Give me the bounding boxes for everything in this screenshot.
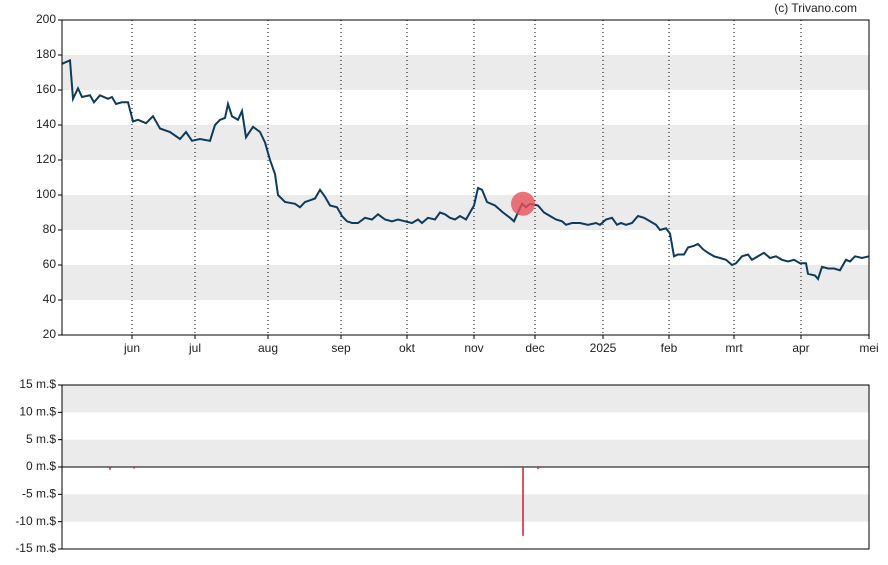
y-tick-label: -15 m.$ <box>15 541 56 555</box>
y-tick-label: 15 m.$ <box>19 377 56 391</box>
band <box>62 265 869 300</box>
price-line <box>61 58 870 281</box>
y-tick-label: 10 m.$ <box>19 405 56 419</box>
y-tick-label: 180 <box>36 47 56 61</box>
x-tick-label: okt <box>399 341 416 355</box>
y-tick-label: 140 <box>36 117 56 131</box>
x-tick-label: aug <box>258 341 278 355</box>
y-tick-label: 40 <box>43 292 57 306</box>
x-tick-label: mei <box>859 341 878 355</box>
y-tick-label: 60 <box>43 257 57 271</box>
band <box>62 439 869 467</box>
band <box>62 125 869 160</box>
x-tick-label: 2025 <box>590 341 617 355</box>
x-tick-label: jul <box>188 341 201 355</box>
band <box>62 385 869 413</box>
plot-frame <box>61 384 870 550</box>
y-tick-label: 5 m.$ <box>26 432 56 446</box>
band <box>62 195 869 230</box>
y-tick-label: -10 m.$ <box>15 514 56 528</box>
y-tick-label: 0 m.$ <box>26 459 56 473</box>
y-tick-label: 160 <box>36 82 56 96</box>
highlight-marker <box>511 191 535 216</box>
x-tick-label: apr <box>792 341 809 355</box>
credit: (c) Trivano.com <box>774 1 857 15</box>
x-tick-label: feb <box>661 341 678 355</box>
y-tick-label: 100 <box>36 187 56 201</box>
y-tick-label: 80 <box>43 222 57 236</box>
x-tick-label: dec <box>525 341 544 355</box>
x-tick-label: sep <box>331 341 351 355</box>
x-tick-label: nov <box>464 341 483 355</box>
x-tick-label: mrt <box>725 341 743 355</box>
band <box>62 494 869 522</box>
y-tick-label: -5 m.$ <box>22 487 56 501</box>
y-tick-label: 200 <box>36 12 56 26</box>
band <box>62 55 869 90</box>
x-tick-label: jun <box>123 341 140 355</box>
y-tick-label: 20 <box>43 327 57 341</box>
plot-frame <box>61 19 870 336</box>
y-tick-label: 120 <box>36 152 56 166</box>
